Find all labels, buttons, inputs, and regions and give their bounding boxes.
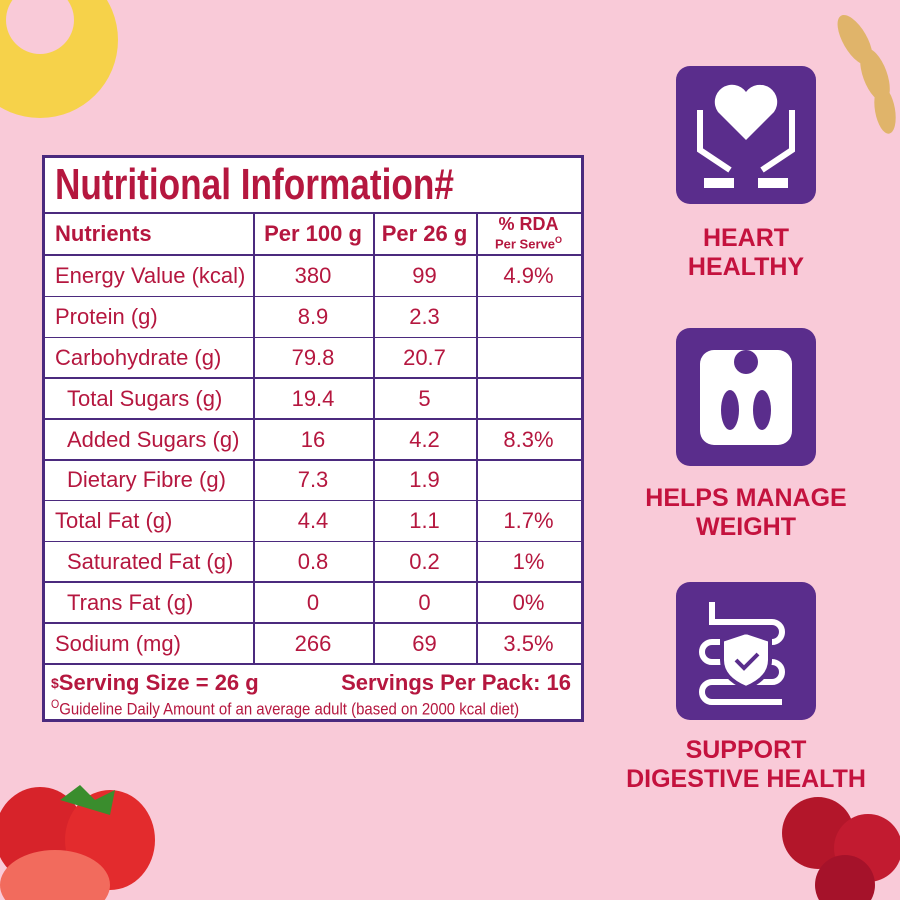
rda-sub-text: Per Serve — [494, 236, 555, 252]
row-value: 20.7 — [403, 344, 446, 370]
note-wrap: OGuideline Daily Amount of an average ad… — [51, 697, 519, 720]
benefit-label: SUPPORT DIGESTIVE HEALTH — [616, 736, 876, 794]
rule — [45, 622, 581, 624]
row-name: Total Fat (g) — [55, 508, 173, 534]
benefit-line: HEALTHY — [687, 253, 805, 281]
row-value: 0% — [512, 589, 545, 615]
header-cell: Per 100 g — [253, 214, 373, 254]
icon-heart — [676, 66, 816, 204]
row-value: 266 — [294, 630, 332, 656]
note-text: Guideline Daily Amount of an average adu… — [59, 699, 520, 719]
benefit-line: DIGESTIVE HEALTH — [626, 765, 866, 793]
column-rule — [476, 212, 478, 664]
row-value: 8.9 — [297, 304, 329, 330]
benefit-label: HELPS MANAGE WEIGHT — [616, 484, 876, 542]
row-value: 4.9% — [503, 263, 554, 289]
header-cell: Per 26 g — [373, 214, 476, 254]
row-name: Saturated Fat (g) — [67, 548, 234, 574]
row-value: 8.3% — [503, 426, 554, 452]
rule — [45, 459, 581, 461]
row-value: 2.3 — [409, 304, 440, 330]
row-name: Trans Fat (g) — [67, 589, 194, 615]
rule — [45, 295, 581, 298]
note-mark: O — [51, 696, 60, 711]
title-cell: Nutritional Information# — [45, 158, 581, 212]
rda-sub: Per ServeO — [495, 233, 562, 251]
row-value: 69 — [412, 630, 437, 656]
rule — [45, 581, 581, 583]
row-value: 1.9 — [409, 467, 440, 493]
row-value: 19.4 — [291, 385, 335, 411]
serving-text: Serving Size = 26 g — [58, 670, 259, 695]
rule — [45, 663, 581, 665]
header-cell: % RDA Per ServeO — [476, 214, 581, 254]
rule — [45, 418, 581, 420]
nutrition-table: Nutritional Information# Nutrients Per 100… — [42, 155, 584, 722]
row-name: Total Sugars (g) — [67, 385, 223, 411]
rule — [45, 336, 581, 339]
icon-gut — [676, 582, 816, 720]
row-value: 0 — [418, 589, 431, 615]
cranberries — [782, 797, 900, 900]
header-text: % RDA — [498, 214, 559, 235]
icon-scale — [676, 328, 816, 466]
column-rule — [253, 212, 255, 664]
row-value: 5 — [418, 385, 431, 411]
row-value: 1.7% — [503, 508, 554, 534]
servings-per-pack: Servings Per Pack: 16 — [341, 670, 571, 695]
row-value: 1% — [512, 548, 545, 574]
row-value: 3.5% — [503, 630, 554, 656]
header-cell: Nutrients — [45, 214, 253, 254]
row-value: 0.2 — [409, 548, 440, 574]
row-value: 0.8 — [297, 548, 329, 574]
title: Nutritional Information# — [55, 160, 454, 209]
benefit-line: HELPS MANAGE — [645, 484, 847, 512]
rule — [45, 212, 581, 214]
row-value: 79.8 — [291, 344, 335, 370]
rule — [45, 499, 581, 502]
row-name: Carbohydrate (g) — [55, 344, 222, 370]
row-value: 99 — [412, 263, 437, 289]
row-value: 16 — [300, 426, 326, 452]
benefit-line: SUPPORT — [685, 736, 807, 764]
rule — [45, 540, 581, 543]
rda-mark: O — [554, 235, 562, 246]
header-text: Per 100 g — [264, 221, 362, 246]
column-rule — [373, 212, 375, 664]
benefit-line: WEIGHT — [696, 513, 796, 541]
benefit-label: HEART HEALTHY — [616, 224, 876, 282]
row-value: 4.2 — [409, 426, 440, 452]
wheat — [837, 15, 896, 134]
pineapple-hole — [6, 0, 74, 54]
strawberries — [0, 785, 155, 900]
row-name: Dietary Fibre (g) — [67, 467, 226, 493]
row-value: 4.4 — [297, 508, 329, 534]
row-name: Added Sugars (g) — [67, 426, 240, 452]
serving-mark: $ — [51, 675, 59, 691]
header-text: Nutrients — [55, 221, 152, 246]
serving-size: $ Serving Size = 26 g — [51, 668, 259, 698]
header-text: Per 26 g — [381, 221, 468, 246]
row-name: Sodium (mg) — [55, 630, 181, 656]
row-value: 0 — [306, 589, 320, 615]
rule — [45, 377, 581, 379]
row-value: 1.1 — [409, 508, 440, 534]
row-name: Protein (g) — [55, 304, 158, 330]
note: OGuideline Daily Amount of an average ad… — [51, 696, 583, 720]
row-value: 380 — [294, 263, 332, 289]
row-value: 7.3 — [297, 467, 329, 493]
benefit-line: HEART — [702, 224, 790, 252]
row-name: Energy Value (kcal) — [55, 263, 246, 289]
rule — [45, 254, 581, 256]
